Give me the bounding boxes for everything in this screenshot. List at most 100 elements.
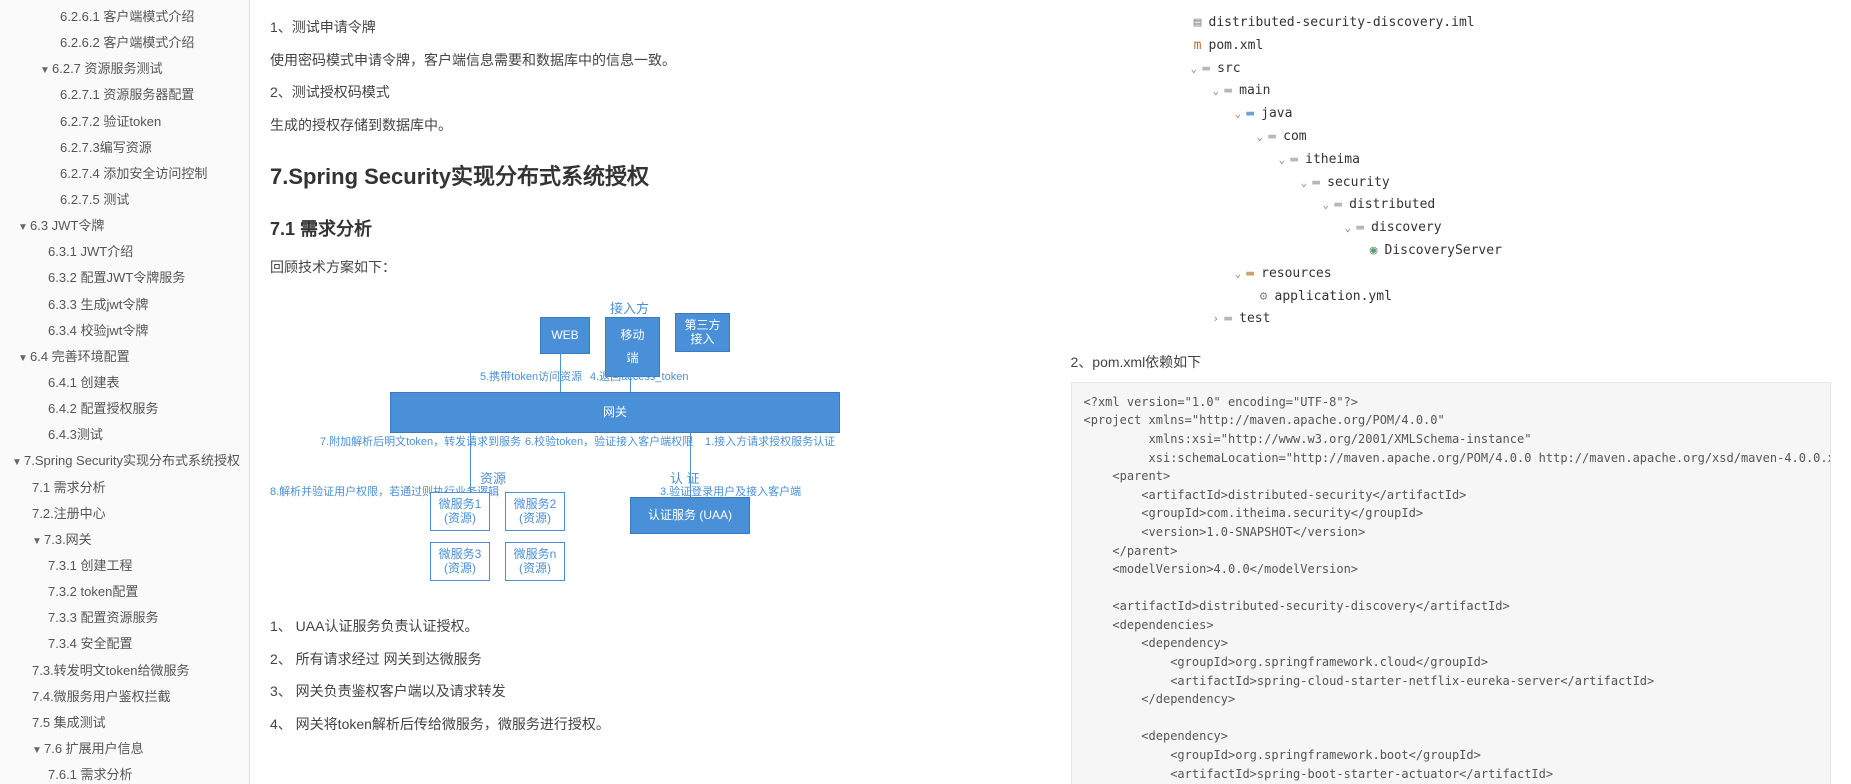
fold-icon: ▬ xyxy=(1353,218,1367,239)
toc-item[interactable]: 7.3.2 token配置 xyxy=(0,579,249,605)
toc-item[interactable]: 6.2.7.1 资源服务器配置 xyxy=(0,82,249,108)
left-column: 1、测试申请令牌 使用密码模式申请令牌，客户端信息需要和数据库中的信息一致。 2… xyxy=(250,0,1051,784)
tree-row[interactable]: ⌄▬distributed xyxy=(1071,194,1832,217)
chevron-icon: ⌄ xyxy=(1235,267,1242,280)
para: 生成的授权存储到数据库中。 xyxy=(270,112,1031,139)
fold-icon: ▬ xyxy=(1221,309,1235,330)
toc-item[interactable]: 7.3.4 安全配置 xyxy=(0,631,249,657)
toc-label: 7.3.1 创建工程 xyxy=(48,558,133,573)
toc-label: 7.2.注册中心 xyxy=(32,506,106,521)
toc-item[interactable]: 7.3.1 创建工程 xyxy=(0,553,249,579)
tree-row[interactable]: ⌄▬src xyxy=(1071,58,1832,81)
toc-label: 6.2.7.4 添加安全访问控制 xyxy=(60,166,207,181)
toc-label: 6.3 JWT令牌 xyxy=(30,218,104,233)
subsection-heading: 7.1 需求分析 xyxy=(270,212,1031,246)
tree-label: application.yml xyxy=(1275,289,1392,304)
fold-icon: ▬ xyxy=(1221,81,1235,102)
tree-row[interactable]: ⌄▬main xyxy=(1071,80,1832,103)
tree-label: distributed-security-discovery.iml xyxy=(1209,15,1475,30)
toc-item[interactable]: 6.2.7.2 验证token xyxy=(0,109,249,135)
toc-item[interactable]: 6.2.7.3编写资源 xyxy=(0,135,249,161)
toc-label: 6.3.4 校验jwt令牌 xyxy=(48,323,148,338)
code-block: <?xml version="1.0" encoding="UTF-8"?> <… xyxy=(1071,382,1832,784)
list-item: 4、 网关将token解析后传给微服务，微服务进行授权。 xyxy=(270,711,1031,738)
toc-item[interactable]: ▼6.3 JWT令牌 xyxy=(0,213,249,239)
caret-icon: ▼ xyxy=(32,743,42,759)
toc-item[interactable]: 6.2.6.2 客户端模式介绍 xyxy=(0,30,249,56)
toc-label: 6.2.7 资源服务测试 xyxy=(52,61,163,76)
diagram-box: 微服务3 (资源) xyxy=(430,542,490,581)
tree-label: main xyxy=(1239,83,1270,98)
tree-row[interactable]: ›▬ test xyxy=(1071,308,1832,331)
toc-item[interactable]: 6.4.3测试 xyxy=(0,422,249,448)
toc-sidebar: 6.2.6.1 客户端模式介绍6.2.6.2 客户端模式介绍▼6.2.7 资源服… xyxy=(0,0,250,784)
tree-label: discovery xyxy=(1371,220,1441,235)
diagram-label: 1.接入方请求授权服务认证 xyxy=(705,432,835,453)
chevron-icon: ⌄ xyxy=(1301,176,1308,189)
para: 2、测试授权码模式 xyxy=(270,79,1031,106)
toc-item[interactable]: 7.1 需求分析 xyxy=(0,475,249,501)
tree-label: security xyxy=(1327,175,1390,190)
tree-row[interactable]: ⌄▬java xyxy=(1071,103,1832,126)
toc-item[interactable]: 6.2.7.4 添加安全访问控制 xyxy=(0,161,249,187)
file-tree: ▤ distributed-security-discovery.iml mpom.… xyxy=(1071,8,1832,343)
toc-item[interactable]: ▼6.2.7 资源服务测试 xyxy=(0,56,249,82)
diagram-gateway: 网关 xyxy=(390,392,840,433)
toc-item[interactable]: 6.3.4 校验jwt令牌 xyxy=(0,318,249,344)
tree-row[interactable]: ⌄▬security xyxy=(1071,172,1832,195)
tree-row[interactable]: mpom.xml xyxy=(1071,35,1832,58)
diagram-uaa: 认证服务 (UAA) xyxy=(630,497,750,534)
toc-item[interactable]: ▼7.6 扩展用户信息 xyxy=(0,736,249,762)
fold-icon: ▬ xyxy=(1243,264,1257,285)
toc-item[interactable]: 7.3.3 配置资源服务 xyxy=(0,605,249,631)
chevron-icon: › xyxy=(1213,312,1220,325)
toc-item[interactable]: 6.2.6.1 客户端模式介绍 xyxy=(0,4,249,30)
toc-label: 6.2.6.1 客户端模式介绍 xyxy=(60,9,194,24)
para: 1、测试申请令牌 xyxy=(270,14,1031,41)
diagram-label: 7.附加解析后明文token，转发请求到服务 xyxy=(320,432,521,453)
tree-row[interactable]: ⌄▬com xyxy=(1071,126,1832,149)
diagram-label: 6.校验token，验证接入客户端权限 xyxy=(525,432,693,453)
toc-item[interactable]: 6.4.2 配置授权服务 xyxy=(0,396,249,422)
fold-icon: ▬ xyxy=(1199,59,1213,80)
caret-icon: ▼ xyxy=(18,351,28,367)
list-item: 3、 网关负责鉴权客户端以及请求转发 xyxy=(270,678,1031,705)
tree-row[interactable]: ▤ distributed-security-discovery.iml xyxy=(1071,12,1832,35)
tree-label: test xyxy=(1239,311,1270,326)
toc-label: 7.3.3 配置资源服务 xyxy=(48,610,159,625)
toc-label: 7.4.微服务用户鉴权拦截 xyxy=(32,689,171,704)
toc-label: 6.4 完善环境配置 xyxy=(30,349,130,364)
toc-item[interactable]: 7.2.注册中心 xyxy=(0,501,249,527)
toc-item[interactable]: ▼7.Spring Security实现分布式系统授权 xyxy=(0,448,249,474)
toc-item[interactable]: ▼6.4 完善环境配置 xyxy=(0,344,249,370)
tree-row[interactable]: ⌄▬discovery xyxy=(1071,217,1832,240)
tree-row[interactable]: ◉DiscoveryServer xyxy=(1071,240,1832,263)
diagram-box: 微服务2 (资源) xyxy=(505,492,565,531)
diagram-box: 微服务1 (资源) xyxy=(430,492,490,531)
toc-item[interactable]: 6.3.1 JWT介绍 xyxy=(0,239,249,265)
toc-item[interactable]: 6.3.3 生成jwt令牌 xyxy=(0,292,249,318)
toc-label: 7.3.网关 xyxy=(44,532,92,547)
toc-item[interactable]: 7.4.微服务用户鉴权拦截 xyxy=(0,684,249,710)
toc-label: 7.3.2 token配置 xyxy=(48,584,138,599)
toc-item[interactable]: 7.3.转发明文token给微服务 xyxy=(0,658,249,684)
diagram-box: WEB xyxy=(540,317,590,354)
toc-item[interactable]: ▼7.3.网关 xyxy=(0,527,249,553)
chevron-icon: ⌄ xyxy=(1257,130,1264,143)
tree-row[interactable]: ⚙application.yml xyxy=(1071,286,1832,309)
toc-item[interactable]: 7.5 集成测试 xyxy=(0,710,249,736)
file-icon: ▤ xyxy=(1191,13,1205,34)
list-item: 2、 所有请求经过 网关到达微服务 xyxy=(270,646,1031,673)
toc-item[interactable]: 6.3.2 配置JWT令牌服务 xyxy=(0,265,249,291)
tree-label: distributed xyxy=(1349,197,1435,212)
toc-label: 7.6.1 需求分析 xyxy=(48,767,133,782)
toc-item[interactable]: 7.6.1 需求分析 xyxy=(0,762,249,784)
tree-row[interactable]: ⌄▬resources xyxy=(1071,263,1832,286)
section-heading: 7.Spring Security实现分布式系统授权 xyxy=(270,156,1031,198)
tree-row[interactable]: ⌄▬itheima xyxy=(1071,149,1832,172)
main-content: 1、测试申请令牌 使用密码模式申请令牌，客户端信息需要和数据库中的信息一致。 2… xyxy=(250,0,1851,784)
toc-item[interactable]: 6.4.1 创建表 xyxy=(0,370,249,396)
toc-item[interactable]: 6.2.7.5 测试 xyxy=(0,187,249,213)
toc-label: 6.2.7.2 验证token xyxy=(60,114,161,129)
caret-icon: ▼ xyxy=(40,63,50,79)
